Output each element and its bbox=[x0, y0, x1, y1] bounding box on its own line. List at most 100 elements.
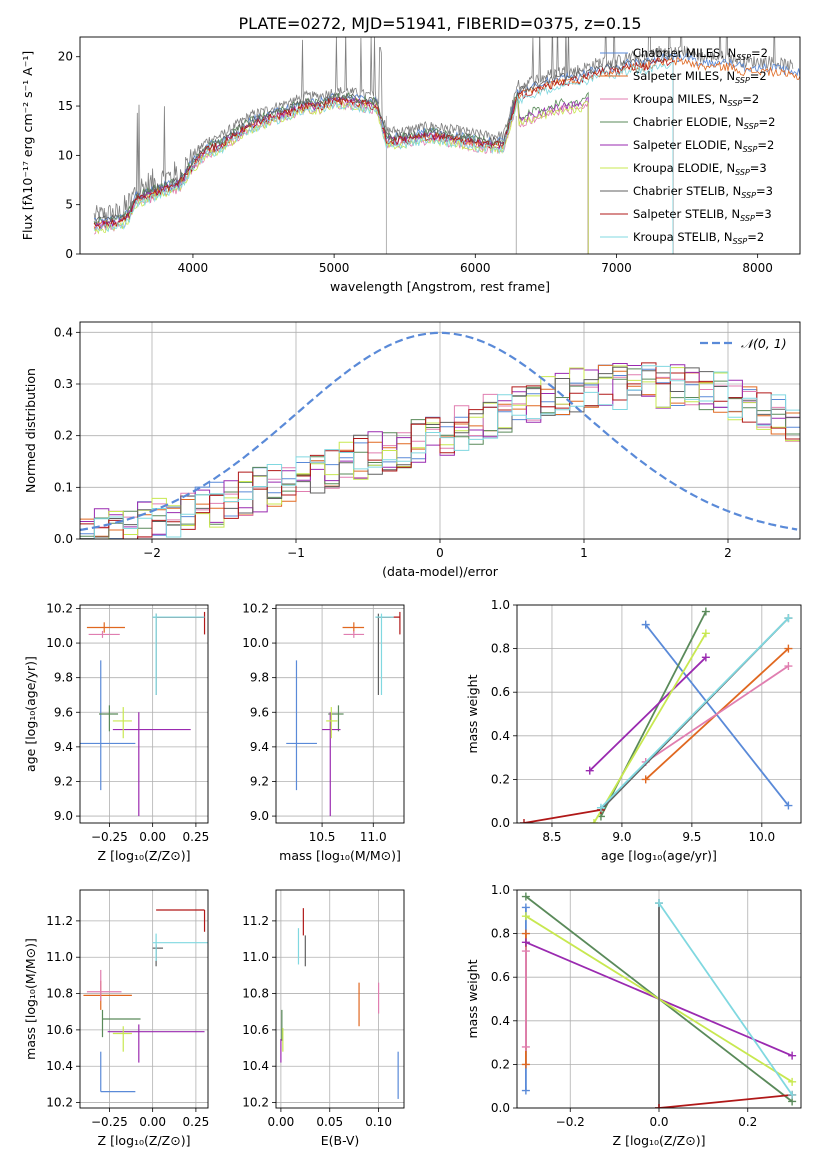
panel-spectrum: 4000 5000 6000 7000 8000 0 5 10 15 20 wavelength [… bbox=[20, 36, 801, 294]
y-tick-label: 11.0 bbox=[242, 950, 269, 964]
y-axis-label: mass weight bbox=[465, 674, 480, 753]
weight-marker bbox=[521, 1060, 530, 1069]
y-tick-label: 10.6 bbox=[46, 1023, 73, 1037]
plot-area bbox=[286, 611, 401, 817]
axes-frame bbox=[79, 36, 801, 255]
x-tick-label: 0.00 bbox=[139, 830, 166, 844]
model-line-5 bbox=[93, 96, 589, 254]
weight-marker bbox=[521, 1042, 530, 1051]
weight-marker bbox=[641, 775, 650, 784]
x-tick-label: 4000 bbox=[178, 261, 209, 275]
y-tick-label: 11.2 bbox=[242, 914, 269, 928]
y-tick-label: 0.0 bbox=[491, 816, 510, 830]
figure-title: PLATE=0272, MJD=51941, FIBERID=0375, z=0… bbox=[238, 14, 641, 33]
weight-line-3 bbox=[645, 665, 789, 763]
x-tick-label: −0.25 bbox=[91, 1115, 128, 1129]
plot-area bbox=[83, 909, 208, 1093]
weight-marker bbox=[788, 1051, 797, 1060]
y-axis-label: mass weight bbox=[465, 959, 480, 1038]
y-axis-label: Flux [fλ10⁻¹⁷ erg cm⁻² s⁻¹ A⁻¹] bbox=[20, 51, 35, 240]
y-axis-label: Normed distribution bbox=[23, 368, 38, 493]
x-axis-label: age [log₁₀(age/yr)] bbox=[601, 848, 717, 863]
x-tick-label: 6000 bbox=[460, 261, 491, 275]
weight-marker bbox=[521, 1086, 530, 1095]
weight-marker bbox=[596, 803, 605, 812]
legend-entry: Kroupa MILES, NSSP=2 bbox=[633, 92, 759, 108]
x-axis-label: Z [log₁₀(Z/Z⊙)] bbox=[613, 1133, 706, 1148]
model-line-8 bbox=[93, 57, 674, 254]
panel-mass_vs_ebv: 0.00 0.05 0.10 10.2 10.4 10.6 10.8 11.0 11.2 E(B-… bbox=[242, 889, 405, 1148]
weight-marker bbox=[521, 938, 530, 947]
weight-marker bbox=[521, 912, 530, 921]
weight-marker bbox=[589, 819, 598, 823]
legend-entry: Chabrier STELIB, NSSP=3 bbox=[633, 184, 773, 200]
panel-weight_vs_Z: −0.2 0.0 0.2 0.0 0.2 0.4 0.6 0.8 1.0 Z [log₁₀(Z/Z… bbox=[465, 883, 802, 1148]
x-tick-label: 1 bbox=[580, 546, 588, 560]
legend-entry: Kroupa ELODIE, NSSP=3 bbox=[633, 161, 767, 177]
weight-marker bbox=[788, 1090, 797, 1099]
y-tick-label: 15 bbox=[58, 99, 73, 113]
weight-marker bbox=[521, 947, 530, 956]
weight-line-6 bbox=[593, 632, 707, 823]
y-tick-label: 10.8 bbox=[46, 987, 73, 1001]
y-tick-label: 9.8 bbox=[54, 671, 73, 685]
y-tick-label: 10.2 bbox=[46, 1096, 73, 1110]
x-tick-label: 0.0 bbox=[649, 1115, 668, 1129]
weight-marker bbox=[521, 929, 530, 938]
y-tick-label: 0.8 bbox=[491, 642, 510, 656]
weight-marker bbox=[701, 629, 710, 638]
axes-frame bbox=[516, 889, 802, 1109]
x-tick-label: 10.0 bbox=[748, 830, 775, 844]
y-tick-label: 0.3 bbox=[54, 377, 73, 391]
weight-marker bbox=[784, 614, 793, 623]
axes-frame bbox=[516, 604, 802, 824]
x-tick-label: 8000 bbox=[742, 261, 773, 275]
x-tick-label: 0 bbox=[436, 546, 444, 560]
legend-entry: Salpeter MILES, NSSP=2 bbox=[633, 69, 767, 85]
legend-entry: Chabrier MILES, NSSP=2 bbox=[633, 46, 768, 62]
x-axis-label: wavelength [Angstrom, rest frame] bbox=[330, 279, 550, 294]
y-tick-label: 10.0 bbox=[242, 636, 269, 650]
x-tick-label: −1 bbox=[287, 546, 305, 560]
y-tick-label: 9.2 bbox=[250, 774, 269, 788]
x-tick-label: 0.00 bbox=[268, 1115, 295, 1129]
axes-frame bbox=[79, 321, 801, 540]
y-tick-label: 0.6 bbox=[491, 970, 510, 984]
y-tick-label: 9.2 bbox=[54, 774, 73, 788]
y-tick-label: 10.2 bbox=[242, 1096, 269, 1110]
weight-marker bbox=[784, 662, 793, 671]
y-tick-label: 9.0 bbox=[250, 809, 269, 823]
axes-frame bbox=[79, 604, 209, 824]
y-tick-label: 10.2 bbox=[242, 601, 269, 615]
y-tick-label: 9.8 bbox=[250, 671, 269, 685]
y-tick-label: 0.2 bbox=[491, 772, 510, 786]
y-tick-label: 0.2 bbox=[491, 1057, 510, 1071]
legend-entry: Salpeter ELODIE, NSSP=2 bbox=[633, 138, 774, 154]
y-tick-label: 0.0 bbox=[54, 532, 73, 546]
legend-entry: Chabrier ELODIE, NSSP=2 bbox=[633, 115, 775, 131]
x-tick-label: 9.5 bbox=[682, 830, 701, 844]
legend-entry: Kroupa STELIB, NSSP=2 bbox=[633, 230, 764, 246]
x-tick-label: 0.25 bbox=[183, 830, 210, 844]
x-tick-label: 0.10 bbox=[365, 1115, 392, 1129]
y-tick-label: 9.4 bbox=[250, 740, 269, 754]
panel-age_vs_mass: 10.5 11.0 9.0 9.2 9.4 9.6 9.8 10.0 10.2 mass [log… bbox=[242, 601, 405, 863]
legend: 𝒩(0, 1) bbox=[700, 336, 787, 351]
x-axis-label: (data-model)/error bbox=[382, 564, 499, 579]
y-tick-label: 9.6 bbox=[54, 705, 73, 719]
histogram-step-9 bbox=[80, 365, 800, 539]
model-line-1 bbox=[93, 52, 800, 225]
x-tick-label: 5000 bbox=[319, 261, 350, 275]
panel-age_vs_Z: −0.25 0.00 0.25 9.0 9.2 9.4 9.6 9.8 10.0 10.2 Z [l… bbox=[23, 601, 209, 863]
weight-line-9 bbox=[600, 617, 790, 809]
x-tick-label: 10.5 bbox=[309, 830, 336, 844]
model-line-3 bbox=[93, 100, 589, 254]
gaussian-curve bbox=[80, 331, 798, 531]
x-tick-label: −0.2 bbox=[556, 1115, 585, 1129]
x-tick-label: 7000 bbox=[601, 261, 632, 275]
y-tick-label: 0.8 bbox=[491, 927, 510, 941]
y-tick-label: 10 bbox=[58, 148, 73, 162]
axes-frame bbox=[275, 604, 405, 824]
weight-marker bbox=[519, 819, 528, 823]
y-tick-label: 10.4 bbox=[242, 1059, 269, 1073]
